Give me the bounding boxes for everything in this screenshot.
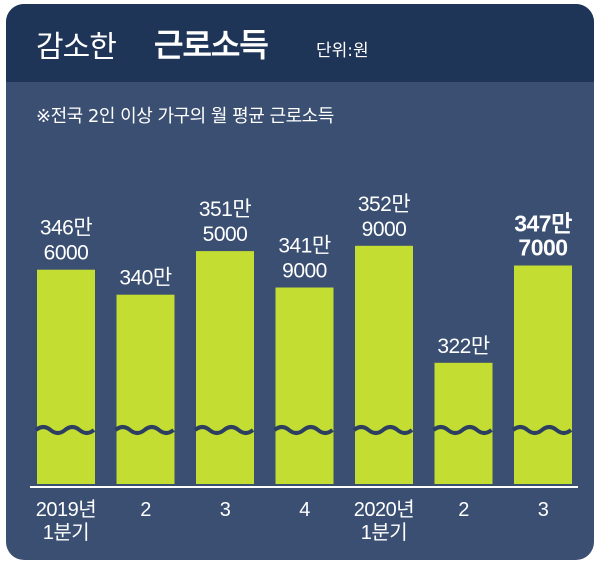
chart-title-prefix: 감소한 bbox=[36, 30, 117, 65]
axis-break-mark bbox=[114, 425, 175, 435]
data-label: 347만 bbox=[514, 211, 572, 237]
x-tick-label: 2020년 bbox=[354, 498, 414, 521]
x-tick-label: 2 bbox=[458, 499, 469, 521]
bar bbox=[275, 287, 334, 484]
x-tick-label: 1분기 bbox=[43, 521, 89, 544]
bar bbox=[116, 294, 175, 484]
axis-break-mark bbox=[34, 425, 96, 435]
bar bbox=[196, 251, 254, 484]
data-label: 340만 bbox=[119, 267, 172, 290]
bar bbox=[37, 269, 95, 484]
x-tick-label: 3 bbox=[220, 499, 231, 521]
data-label: 322만 bbox=[437, 335, 490, 358]
data-label: 351만 bbox=[199, 198, 252, 221]
axis-break-mark bbox=[511, 425, 573, 435]
chart-header: 감소한 근로소득 단위:원 bbox=[6, 4, 594, 82]
axis-break-mark bbox=[193, 425, 255, 435]
x-tick-label: 2019년 bbox=[36, 498, 96, 521]
data-label: 341만 bbox=[278, 235, 331, 258]
bar bbox=[434, 362, 493, 484]
x-tick-label: 2 bbox=[140, 499, 151, 521]
unit-label: 단위:원 bbox=[316, 41, 369, 61]
axis-break-mark bbox=[352, 425, 414, 435]
data-label: 7000 bbox=[518, 235, 567, 261]
data-label: 5000 bbox=[203, 223, 248, 246]
data-label: 9000 bbox=[282, 260, 327, 283]
bar bbox=[355, 245, 413, 484]
x-tick-label: 4 bbox=[299, 499, 310, 521]
chart-title-main: 근로소득 bbox=[154, 26, 269, 64]
data-label: 9000 bbox=[362, 218, 407, 241]
axis-break-mark bbox=[432, 425, 493, 435]
data-label: 346만 bbox=[40, 217, 93, 240]
axis-break-mark bbox=[273, 425, 334, 435]
x-tick-label: 1분기 bbox=[361, 521, 407, 544]
bar bbox=[514, 265, 572, 484]
data-label: 6000 bbox=[44, 242, 89, 265]
data-label: 352만 bbox=[358, 193, 411, 216]
x-tick-label: 3 bbox=[538, 499, 549, 521]
chart-subtitle: ※전국 2인 이상 가구의 월 평균 근로소득 bbox=[36, 106, 334, 127]
